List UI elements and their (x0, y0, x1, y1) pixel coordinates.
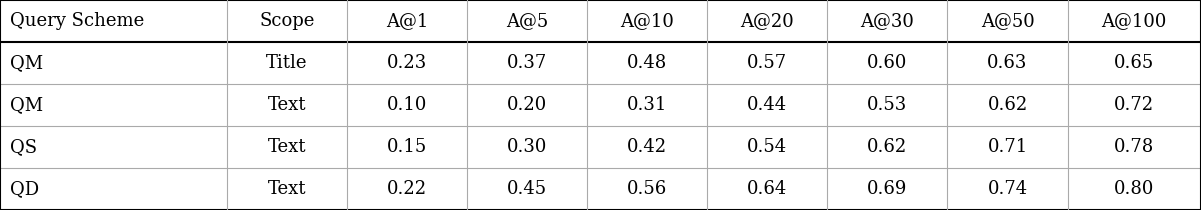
Text: 0.53: 0.53 (867, 96, 908, 114)
Text: 0.78: 0.78 (1115, 138, 1154, 156)
Text: 0.10: 0.10 (387, 96, 428, 114)
Text: 0.23: 0.23 (387, 54, 428, 72)
Text: 0.48: 0.48 (627, 54, 668, 72)
Text: 0.45: 0.45 (507, 180, 548, 198)
Text: Text: Text (268, 138, 306, 156)
Text: 0.60: 0.60 (867, 54, 908, 72)
Text: 0.63: 0.63 (987, 54, 1028, 72)
Text: 0.15: 0.15 (387, 138, 428, 156)
Text: A@5: A@5 (506, 12, 548, 30)
Text: 0.71: 0.71 (987, 138, 1028, 156)
Text: A@30: A@30 (860, 12, 914, 30)
Text: A@100: A@100 (1101, 12, 1167, 30)
Text: 0.44: 0.44 (747, 96, 788, 114)
Text: A@1: A@1 (386, 12, 429, 30)
Text: 0.62: 0.62 (867, 138, 908, 156)
Text: 0.57: 0.57 (747, 54, 788, 72)
Text: A@20: A@20 (741, 12, 794, 30)
Text: 0.72: 0.72 (1115, 96, 1154, 114)
Text: 0.62: 0.62 (987, 96, 1028, 114)
Text: 0.56: 0.56 (627, 180, 668, 198)
Text: 0.37: 0.37 (507, 54, 548, 72)
Text: QS: QS (10, 138, 37, 156)
Text: 0.42: 0.42 (627, 138, 668, 156)
Text: 0.22: 0.22 (387, 180, 428, 198)
Text: Title: Title (267, 54, 307, 72)
Text: Scope: Scope (259, 12, 315, 30)
Text: 0.74: 0.74 (987, 180, 1028, 198)
Text: Query Scheme: Query Scheme (10, 12, 144, 30)
Text: Text: Text (268, 180, 306, 198)
Text: QD: QD (10, 180, 38, 198)
Text: A@50: A@50 (981, 12, 1034, 30)
Text: 0.64: 0.64 (747, 180, 788, 198)
Text: 0.54: 0.54 (747, 138, 788, 156)
Text: QM: QM (10, 54, 43, 72)
Text: QM: QM (10, 96, 43, 114)
Text: A@10: A@10 (620, 12, 674, 30)
Text: 0.69: 0.69 (867, 180, 908, 198)
Text: Text: Text (268, 96, 306, 114)
Text: 0.80: 0.80 (1115, 180, 1154, 198)
Text: 0.20: 0.20 (507, 96, 548, 114)
Text: 0.30: 0.30 (507, 138, 548, 156)
Text: 0.65: 0.65 (1115, 54, 1154, 72)
Text: 0.31: 0.31 (627, 96, 668, 114)
